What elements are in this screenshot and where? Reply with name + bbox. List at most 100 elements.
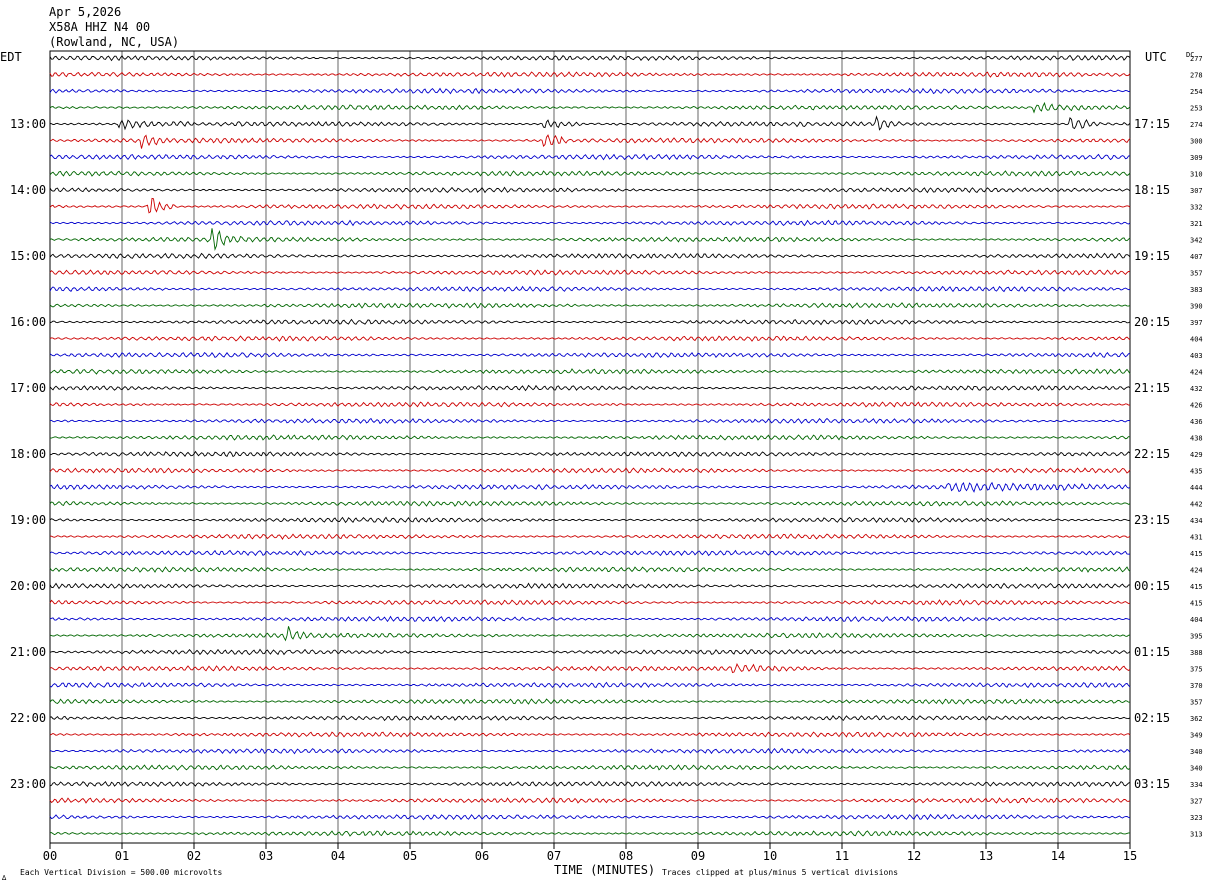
trace-line	[49, 228, 1131, 252]
right-hour-label: 20:15	[1134, 315, 1170, 329]
dc-offset-label: 309	[1190, 154, 1203, 162]
dc-offset-label: 375	[1190, 666, 1203, 674]
right-hour-label: 02:15	[1134, 711, 1170, 725]
dc-offset-label: 310	[1190, 171, 1203, 179]
dc-offset-label: 390	[1190, 303, 1203, 311]
trace-line	[49, 780, 1131, 788]
dc-offset-label: 313	[1190, 831, 1203, 839]
trace-line	[49, 566, 1131, 573]
dc-offset-label: 357	[1190, 270, 1203, 278]
plot-frame	[49, 50, 1131, 844]
left-timezone-label: EDT	[0, 50, 22, 64]
dc-offset-label: 395	[1190, 633, 1203, 641]
trace-line	[49, 533, 1131, 540]
trace-line	[49, 417, 1131, 425]
trace-line	[49, 500, 1131, 507]
x-tick-label: 15	[1123, 849, 1137, 863]
left-hour-label: 21:00	[10, 645, 46, 659]
trace-line	[49, 698, 1131, 705]
dc-offset-label: 415	[1190, 600, 1203, 608]
dc-offset-label: 349	[1190, 732, 1203, 740]
trace-line	[49, 813, 1131, 821]
dc-offset-label: 323	[1190, 814, 1203, 822]
right-hour-label: 03:15	[1134, 777, 1170, 791]
trace-line	[49, 747, 1131, 755]
trace-line	[49, 681, 1131, 689]
left-hour-label: 15:00	[10, 249, 46, 263]
dc-offset-label: 436	[1190, 418, 1203, 426]
trace-line	[49, 830, 1130, 837]
trace-line	[49, 663, 1131, 674]
trace-line	[49, 197, 1131, 214]
trace-line	[49, 115, 1131, 131]
dc-offset-label: 278	[1190, 72, 1203, 80]
x-tick-label: 07	[547, 849, 561, 863]
labels: 00 01 02 03 04 05 06 07 08 09 10 11 12 13 14 15 277 278 25…	[10, 55, 1203, 863]
trace-line	[49, 481, 1131, 493]
dc-offset-label: 277	[1190, 55, 1203, 63]
dc-offset-label: 357	[1190, 699, 1203, 707]
trace-line	[49, 401, 1131, 408]
trace-line	[49, 731, 1131, 738]
left-hour-label: 20:00	[10, 579, 46, 593]
trace-line	[50, 434, 1131, 441]
dc-offset-label: 332	[1190, 204, 1203, 212]
trace-line	[49, 269, 1131, 276]
trace-line	[49, 219, 1131, 227]
dc-offset-label: 403	[1190, 352, 1203, 360]
trace-line	[49, 170, 1131, 177]
trace-line	[49, 626, 1131, 642]
grid	[49, 50, 1131, 849]
dc-header-label: DC	[1186, 51, 1194, 59]
left-hour-label: 18:00	[10, 447, 46, 461]
trace-line	[49, 368, 1131, 375]
x-tick-label: 14	[1051, 849, 1065, 863]
trace-line	[49, 302, 1131, 309]
dc-offset-label: 321	[1190, 220, 1203, 228]
right-hour-label: 18:15	[1134, 183, 1170, 197]
dc-offset-label: 438	[1190, 435, 1203, 443]
left-hour-label: 17:00	[10, 381, 46, 395]
trace-line	[49, 384, 1131, 392]
trace-line	[49, 516, 1131, 524]
left-hour-label: 23:00	[10, 777, 46, 791]
dc-offset-label: 388	[1190, 649, 1203, 657]
dc-offset-label: 432	[1190, 385, 1203, 393]
x-tick-label: 09	[691, 849, 705, 863]
dc-offset-label: 370	[1190, 682, 1203, 690]
clip-note: Traces clipped at plus/minus 5 vertical …	[662, 868, 898, 877]
x-tick-label: 11	[835, 849, 849, 863]
trace-line	[49, 101, 1131, 114]
dc-offset-label: 434	[1190, 517, 1203, 525]
right-hour-label: 21:15	[1134, 381, 1170, 395]
corner-mark: ∆	[1, 874, 7, 882]
dc-offset-label: 424	[1190, 567, 1203, 575]
trace-line	[49, 648, 1131, 656]
x-tick-label: 12	[907, 849, 921, 863]
trace-line	[49, 450, 1131, 458]
dc-offset-label: 342	[1190, 237, 1203, 245]
trace-line	[49, 797, 1131, 804]
trace-line	[49, 318, 1131, 326]
x-tick-label: 03	[259, 849, 273, 863]
dc-offset-label: 415	[1190, 583, 1203, 591]
trace-line	[49, 335, 1131, 342]
x-tick-label: 10	[763, 849, 777, 863]
trace-line	[49, 764, 1131, 771]
trace-line	[49, 186, 1131, 194]
trace-line	[49, 582, 1131, 590]
trace-line	[49, 549, 1131, 557]
x-tick-label: 00	[43, 849, 57, 863]
left-hour-label: 16:00	[10, 315, 46, 329]
right-hour-label: 19:15	[1134, 249, 1170, 263]
dc-offset-label: 397	[1190, 319, 1203, 327]
trace-line	[49, 134, 1131, 149]
dc-offset-label: 404	[1190, 336, 1203, 344]
dc-offset-label: 444	[1190, 484, 1203, 492]
dc-offset-label: 253	[1190, 105, 1203, 113]
dc-offset-label: 340	[1190, 748, 1203, 756]
dc-offset-label: 307	[1190, 187, 1203, 195]
trace-line	[49, 54, 1131, 62]
dc-offset-label: 426	[1190, 402, 1203, 410]
